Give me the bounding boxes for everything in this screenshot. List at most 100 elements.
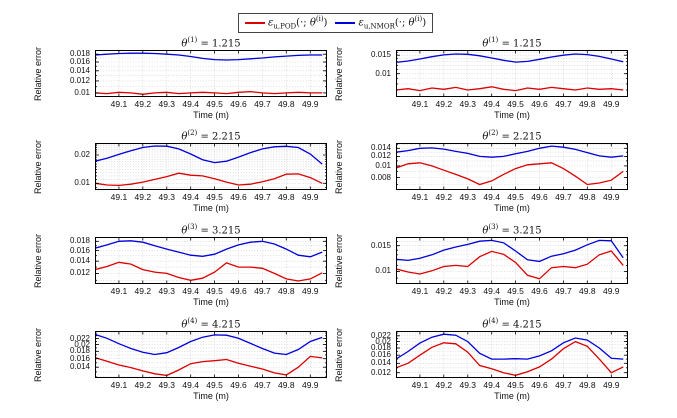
x-tick-label: 49.4	[182, 380, 199, 390]
y-axis-ticks: 0.01 0.015	[352, 50, 394, 97]
x-tick-label: 49.6	[230, 192, 247, 202]
x-tick-label: 49.1	[411, 380, 429, 390]
y-axis-ticks: 0.012 0.014 0.016 0.018 0.02 0.022	[352, 331, 394, 378]
legend-item-nmor: εu,NMOR(·; θ(i))	[335, 15, 426, 30]
subplot-title: θ(1) = 1.215	[482, 36, 542, 50]
x-axis-ticks: 49.1 49.2 49.3 49.4 49.5 49.6 49.7 49.8 49.9	[95, 285, 327, 296]
subplot-theta4-right: θ(4) = 4.215 Relative error 0.012 0.014 0.…	[334, 317, 628, 401]
x-tick-label: 49.7	[555, 286, 572, 296]
x-tick-label: 49.5	[507, 192, 524, 202]
x-tick-label: 49.7	[555, 99, 572, 109]
x-tick-label: 49.8	[278, 192, 295, 202]
y-tick-label: 0.01	[375, 68, 391, 78]
subplot-title: θ(2) = 2.215	[482, 129, 542, 143]
plot-area	[95, 331, 327, 378]
subplot-title: θ(3) = 3.215	[482, 223, 542, 237]
x-tick-label: 49.5	[507, 286, 524, 296]
x-tick-label: 49.4	[182, 192, 199, 202]
x-tick-label: 49.7	[555, 380, 572, 390]
x-axis-ticks: 49.1 49.2 49.3 49.4 49.5 49.6 49.7 49.8 49.9	[95, 379, 327, 390]
y-axis-label: Relative error	[334, 46, 344, 101]
y-axis-label: Relative error	[33, 46, 43, 101]
y-tick-label: 0.022	[69, 333, 90, 343]
x-tick-label: 49.6	[230, 99, 247, 109]
x-tick-label: 49.2	[435, 286, 453, 296]
x-tick-label: 49.7	[254, 99, 271, 109]
x-tick-label: 49.2	[134, 192, 152, 202]
x-tick-label: 49.3	[459, 99, 477, 109]
subplot-theta1-right: θ(1) = 1.215 Relative error 0.01 0.015 49…	[334, 36, 628, 120]
x-tick-label: 49.6	[230, 380, 247, 390]
y-tick-label: 0.014	[69, 65, 90, 75]
legend-label-pod: εu,POD(·; θ(i))	[268, 15, 328, 31]
x-tick-label: 49.9	[301, 192, 319, 202]
plot-area	[95, 50, 327, 97]
y-axis-label: Relative error	[334, 233, 344, 288]
y-tick-label: 0.008	[370, 172, 391, 182]
x-tick-label: 49.7	[254, 192, 271, 202]
x-tick-label: 49.3	[158, 380, 176, 390]
x-tick-label: 49.2	[134, 380, 152, 390]
y-tick-label: 0.016	[69, 56, 90, 66]
x-axis-label: Time (m)	[494, 110, 530, 120]
y-tick-label: 0.014	[370, 143, 391, 153]
x-tick-label: 49.2	[134, 286, 152, 296]
x-axis-label: Time (m)	[193, 203, 229, 213]
x-tick-label: 49.6	[531, 99, 548, 109]
y-tick-label: 0.012	[69, 75, 90, 85]
plot-area	[396, 143, 628, 190]
x-axis-label: Time (m)	[193, 391, 229, 401]
x-tick-label: 49.4	[483, 380, 500, 390]
x-tick-label: 49.9	[301, 99, 319, 109]
y-tick-label: 0.012	[370, 151, 391, 161]
x-tick-label: 49.1	[411, 192, 429, 202]
plot-area	[95, 237, 327, 284]
x-tick-label: 49.1	[411, 99, 429, 109]
subplot-title: θ(3) = 3.215	[181, 223, 241, 237]
x-tick-label: 49.9	[602, 286, 620, 296]
plot-area	[396, 50, 628, 97]
y-tick-label: 0.015	[370, 50, 391, 60]
subplot-title: θ(1) = 1.215	[181, 36, 241, 50]
x-tick-label: 49.6	[230, 286, 247, 296]
x-axis-label: Time (m)	[193, 297, 229, 307]
y-tick-label: 0.01	[74, 178, 90, 188]
x-axis-ticks: 49.1 49.2 49.3 49.4 49.5 49.6 49.7 49.8 49.9	[95, 191, 327, 202]
x-axis-label: Time (m)	[494, 203, 530, 213]
x-tick-label: 49.9	[602, 380, 620, 390]
x-tick-label: 49.4	[483, 192, 500, 202]
y-axis-ticks: 0.01 0.012 0.014 0.016 0.018	[51, 50, 93, 97]
x-tick-label: 49.9	[301, 380, 319, 390]
x-axis-ticks: 49.1 49.2 49.3 49.4 49.5 49.6 49.7 49.8 49.9	[95, 98, 327, 109]
plot-area	[396, 331, 628, 378]
y-tick-label: 0.015	[370, 240, 391, 250]
x-tick-label: 49.9	[602, 99, 620, 109]
subplot-theta2-right: θ(2) = 2.215 Relative error 0.008 0.01 0.0…	[334, 129, 628, 213]
subplot-title: θ(2) = 2.215	[181, 129, 241, 143]
x-tick-label: 49.8	[579, 192, 596, 202]
y-axis-label: Relative error	[334, 327, 344, 382]
x-axis-label: Time (m)	[494, 297, 530, 307]
subplot-theta1-left: θ(1) = 1.215 Relative error 0.01 0.012 0.0…	[33, 36, 327, 120]
subplot-title: θ(4) = 4.215	[181, 317, 241, 331]
y-tick-label: 0.01	[74, 87, 90, 97]
x-tick-label: 49.2	[435, 380, 453, 390]
pod-line-sample	[245, 21, 265, 24]
x-tick-label: 49.7	[254, 380, 271, 390]
subplot-title: θ(4) = 4.215	[482, 317, 542, 331]
x-tick-label: 49.5	[206, 192, 223, 202]
legend-item-pod: εu,POD(·; θ(i))	[245, 15, 327, 30]
x-tick-label: 49.6	[531, 380, 548, 390]
y-tick-label: 0.016	[69, 245, 90, 255]
y-tick-label: 0.01	[375, 160, 391, 170]
y-tick-label: 0.012	[370, 367, 391, 377]
x-tick-label: 49.6	[531, 286, 548, 296]
x-axis-ticks: 49.1 49.2 49.3 49.4 49.5 49.6 49.7 49.8 49.9	[396, 379, 628, 390]
y-axis-ticks: 0.008 0.01 0.012 0.014	[352, 143, 394, 190]
x-tick-label: 49.8	[278, 286, 295, 296]
y-tick-label: 0.02	[74, 339, 90, 349]
x-tick-label: 49.4	[182, 99, 199, 109]
x-tick-label: 49.3	[459, 286, 477, 296]
legend-label-nmor: εu,NMOR(·; θ(i))	[358, 15, 427, 31]
